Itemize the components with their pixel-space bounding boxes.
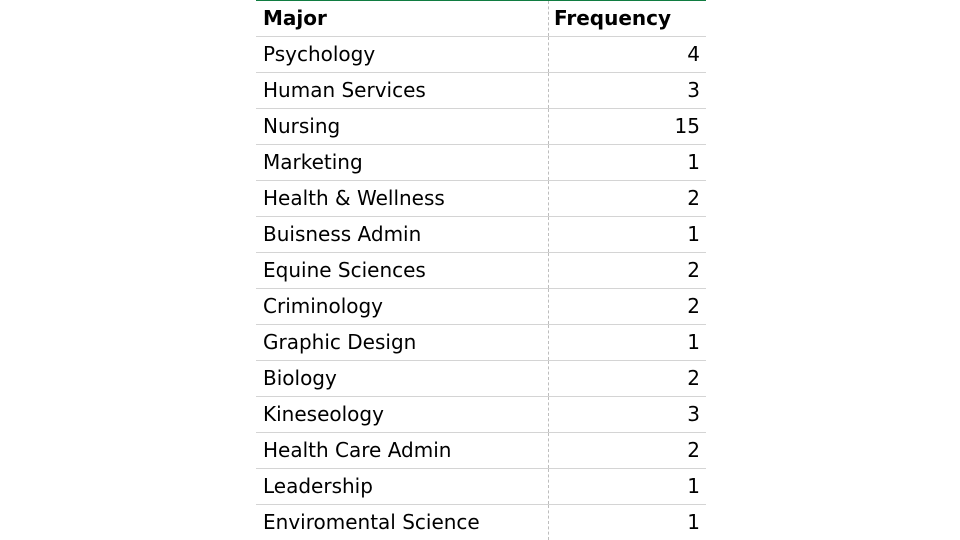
header-major[interactable]: Major (263, 6, 327, 30)
major-cell[interactable]: Graphic Design (263, 330, 417, 354)
major-cell[interactable]: Biology (263, 366, 337, 390)
frequency-table-sheet: Major Frequency Psychology 4 Human Servi… (256, 0, 706, 540)
table-row: Buisness Admin 1 (256, 217, 706, 253)
table-row: Graphic Design 1 (256, 325, 706, 361)
major-cell[interactable]: Human Services (263, 78, 426, 102)
frequency-cell[interactable]: 2 (548, 433, 706, 468)
table-row: Health Care Admin 2 (256, 433, 706, 469)
frequency-cell[interactable]: 15 (548, 109, 706, 144)
table-row: Kineseology 3 (256, 397, 706, 433)
major-cell[interactable]: Health & Wellness (263, 186, 445, 210)
frequency-cell[interactable]: 1 (548, 145, 706, 180)
frequency-table: Major Frequency Psychology 4 Human Servi… (256, 1, 706, 540)
frequency-cell[interactable]: 4 (548, 37, 706, 72)
table-row: Enviromental Science 1 (256, 505, 706, 540)
frequency-cell[interactable]: 2 (548, 253, 706, 288)
major-cell[interactable]: Leadership (263, 474, 373, 498)
frequency-cell[interactable]: 3 (548, 397, 706, 432)
frequency-cell[interactable]: 2 (548, 181, 706, 216)
frequency-cell[interactable]: 3 (548, 73, 706, 108)
table-row: Leadership 1 (256, 469, 706, 505)
table-row: Human Services 3 (256, 73, 706, 109)
table-row: Psychology 4 (256, 37, 706, 73)
table-row: Biology 2 (256, 361, 706, 397)
header-frequency[interactable]: Frequency (548, 1, 706, 36)
major-cell[interactable]: Criminology (263, 294, 384, 318)
frequency-cell[interactable]: 1 (548, 325, 706, 360)
frequency-cell[interactable]: 1 (548, 217, 706, 252)
frequency-cell[interactable]: 1 (548, 505, 706, 540)
major-cell[interactable]: Marketing (263, 150, 363, 174)
frequency-cell[interactable]: 1 (548, 469, 706, 504)
major-cell[interactable]: Equine Sciences (263, 258, 426, 282)
table-row: Equine Sciences 2 (256, 253, 706, 289)
table-row: Nursing 15 (256, 109, 706, 145)
major-cell[interactable]: Kineseology (263, 402, 384, 426)
major-cell[interactable]: Enviromental Science (263, 510, 480, 534)
major-cell[interactable]: Buisness Admin (263, 222, 422, 246)
table-header-row: Major Frequency (256, 1, 706, 37)
frequency-cell[interactable]: 2 (548, 361, 706, 396)
table-row: Marketing 1 (256, 145, 706, 181)
table-row: Criminology 2 (256, 289, 706, 325)
major-cell[interactable]: Psychology (263, 42, 376, 66)
major-cell[interactable]: Health Care Admin (263, 438, 452, 462)
table-top-border (256, 0, 706, 1)
table-row: Health & Wellness 2 (256, 181, 706, 217)
major-cell[interactable]: Nursing (263, 114, 341, 138)
frequency-cell[interactable]: 2 (548, 289, 706, 324)
